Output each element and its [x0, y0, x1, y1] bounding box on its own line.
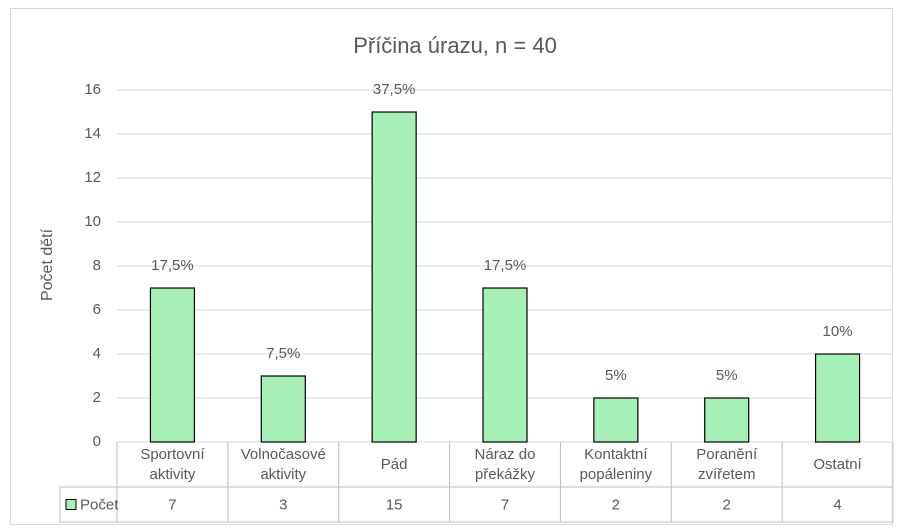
y-tick-label: 2: [93, 389, 101, 406]
x-tick-label: Náraz do překážky: [474, 445, 536, 483]
y-tick-label: 10: [84, 213, 101, 230]
table-value: 15: [386, 496, 403, 513]
bar: [704, 397, 750, 443]
table-value: 4: [833, 496, 841, 513]
table-value: 2: [723, 496, 731, 513]
data-label: 10%: [823, 323, 853, 340]
chart-title: Příčina úrazu, n = 40: [353, 33, 557, 58]
data-label: 17,5%: [484, 257, 527, 274]
bar: [149, 287, 196, 443]
table-value: 7: [168, 496, 176, 513]
data-label: 5%: [716, 367, 738, 384]
y-tick-label: 6: [93, 301, 101, 318]
y-tick-label: 0: [93, 433, 101, 450]
y-tick-label: 12: [84, 169, 101, 186]
bar: [593, 397, 639, 443]
data-label: 17,5%: [151, 257, 194, 274]
table-value: 3: [279, 496, 287, 513]
data-label: 7,5%: [266, 345, 300, 362]
x-tick-label: Pád: [380, 455, 408, 473]
bar: [260, 375, 306, 443]
bar: [371, 111, 417, 443]
x-tick-label: Sportovní aktivity: [140, 445, 205, 483]
data-label: 37,5%: [373, 81, 416, 98]
bar: [814, 353, 861, 443]
y-axis-label: Počet dětí: [39, 228, 56, 301]
x-tick-label: Volnočasové aktivity: [240, 445, 326, 483]
y-tick-label: 8: [93, 257, 101, 274]
legend-label: Počet: [80, 496, 119, 513]
x-tick-label: Kontaktní popáleniny: [579, 445, 653, 483]
legend-swatch: [65, 499, 77, 510]
y-tick-label: 14: [84, 125, 101, 142]
y-tick-label: 16: [84, 81, 101, 98]
data-label: 5%: [605, 367, 627, 384]
table-value: 2: [612, 496, 620, 513]
bar: [482, 287, 528, 443]
x-tick-label: Ostatní: [813, 455, 862, 473]
x-tick-label: Poranění zvířetem: [696, 445, 758, 483]
table-value: 7: [501, 496, 509, 513]
y-tick-label: 4: [93, 345, 101, 362]
